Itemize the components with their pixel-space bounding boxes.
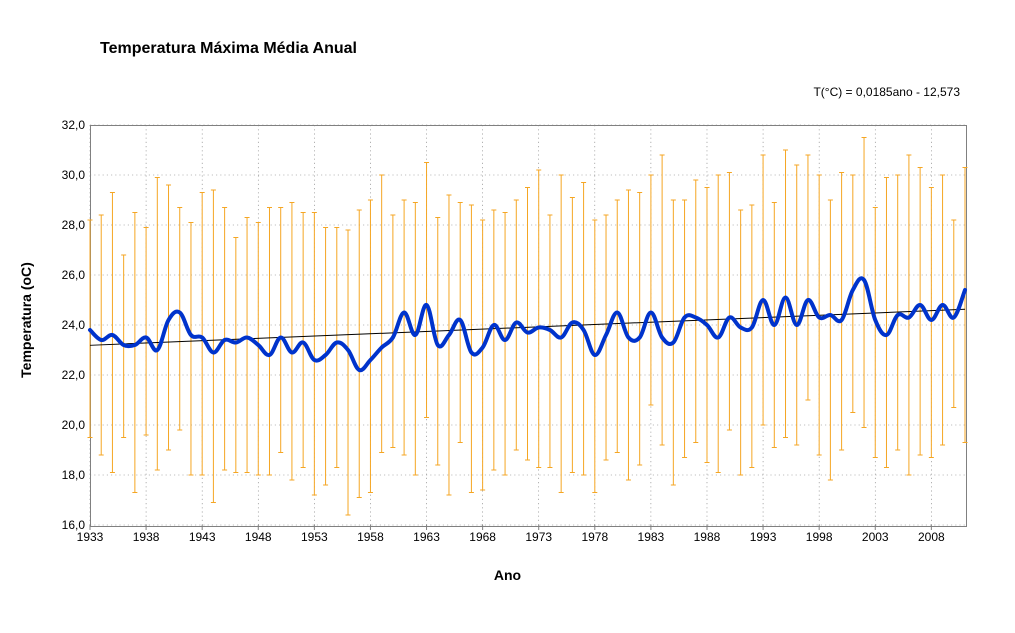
ytick-label: 22,0 [62,368,85,382]
ytick-label: 26,0 [62,268,85,282]
ytick-label: 18,0 [62,468,85,482]
ytick-label: 28,0 [62,218,85,232]
ytick-label: 24,0 [62,318,85,332]
xtick-label: 1958 [357,530,384,544]
xtick-label: 1988 [694,530,721,544]
xtick-label: 1948 [245,530,272,544]
xtick-label: 1943 [189,530,216,544]
errorbar-layer [88,138,968,516]
plot-svg [90,125,965,525]
xtick-label: 1938 [133,530,160,544]
xtick-label: 1953 [301,530,328,544]
ytick-label: 32,0 [62,118,85,132]
xtick-label: 1963 [413,530,440,544]
ytick-label: 30,0 [62,168,85,182]
xtick-label: 1983 [638,530,665,544]
trend-equation: T(°C) = 0,0185ano - 12,573 [813,85,960,99]
ytick-label: 20,0 [62,418,85,432]
y-axis-label: Temperatura (oC) [18,262,34,378]
x-axis-label: Ano [494,567,521,583]
xtick-label: 1973 [525,530,552,544]
xtick-label: 2008 [918,530,945,544]
xtick-label: 1933 [77,530,104,544]
chart-title: Temperatura Máxima Média Anual [100,40,357,58]
xtick-label: 1993 [750,530,777,544]
chart-container: Temperatura Máxima Média Anual T(°C) = 0… [0,0,1015,633]
xtick-label: 2003 [862,530,889,544]
xtick-label: 1978 [581,530,608,544]
xtick-label: 1998 [806,530,833,544]
xtick-label: 1968 [469,530,496,544]
